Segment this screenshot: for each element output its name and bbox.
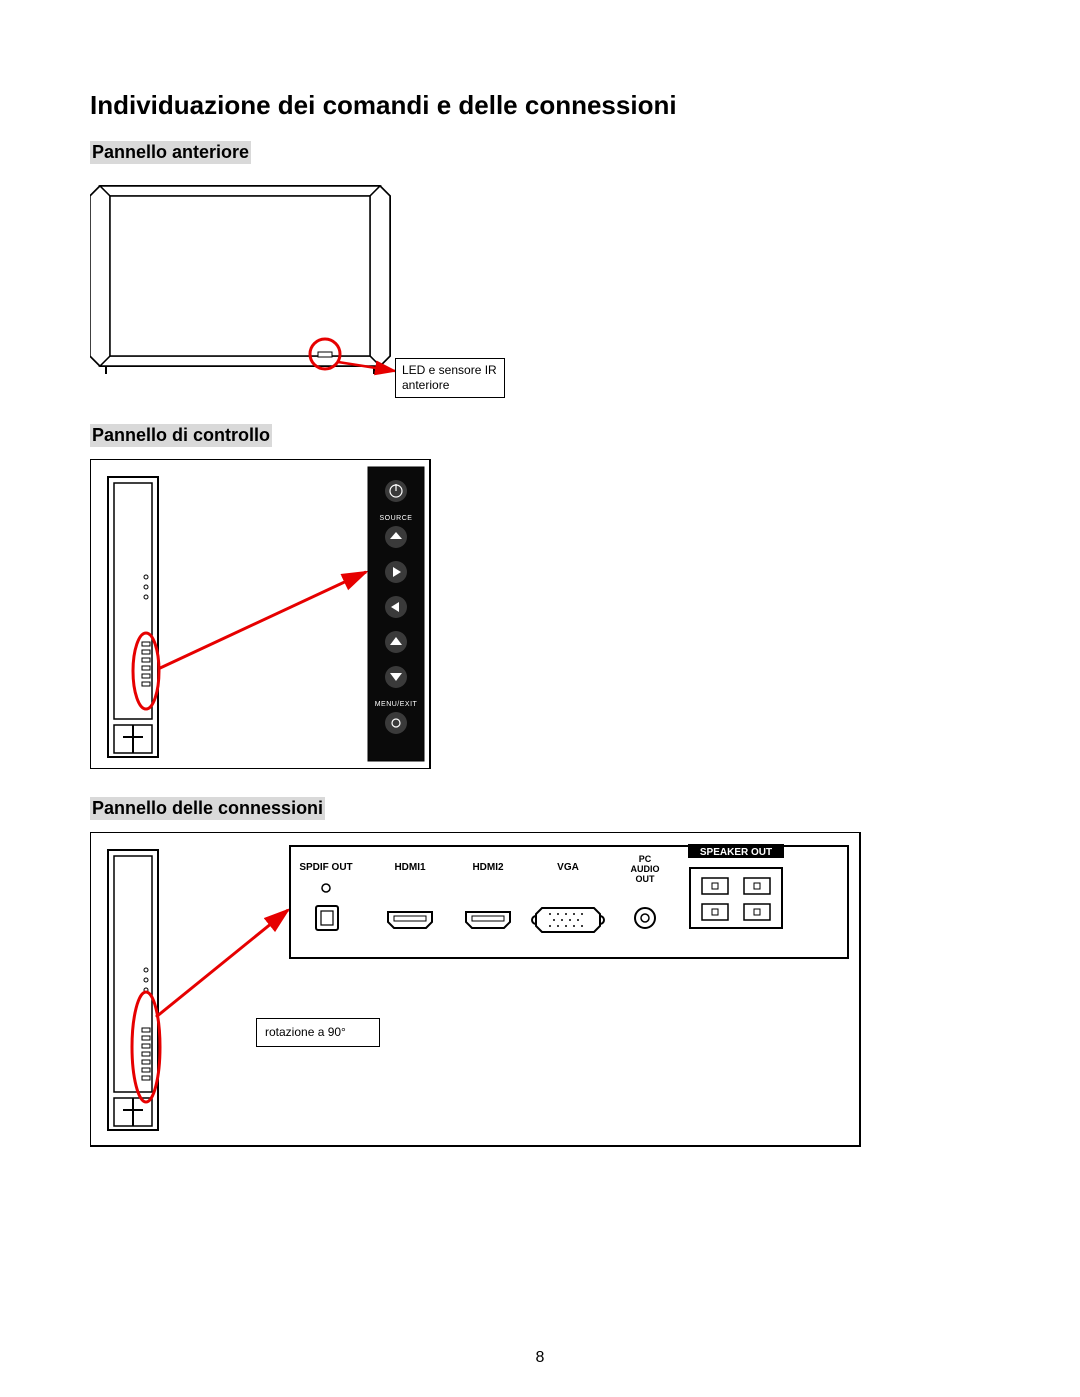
note-rotation-text: rotazione a 90° (265, 1025, 346, 1039)
section-control-panel: Pannello di controllo (90, 424, 990, 769)
port-spdif-label: SPDIF OUT (299, 862, 352, 873)
section-front-panel: Pannello anteriore (90, 141, 990, 396)
page-title: Individuazione dei comandi e delle conne… (90, 90, 990, 121)
btn-menu-label: MENU/EXIT (375, 701, 418, 708)
port-vga-label: VGA (557, 862, 579, 873)
section-connections: Pannello delle connessioni (90, 797, 990, 1152)
heading-front: Pannello anteriore (90, 141, 251, 164)
heading-control: Pannello di controllo (90, 424, 272, 447)
callout-led: LED e sensore IR anteriore (395, 358, 505, 398)
port-speaker-label: SPEAKER OUT (700, 847, 772, 858)
note-rotation: rotazione a 90° (256, 1018, 380, 1047)
front-panel-diagram (90, 176, 590, 396)
svg-text:AUDIO: AUDIO (631, 864, 660, 874)
btn-source-label: SOURCE (380, 515, 413, 522)
port-pcaudio-label-1: PC (639, 854, 652, 864)
control-panel-diagram: SOURCE MENU/EXIT (90, 459, 530, 769)
page-number: 8 (536, 1349, 545, 1367)
heading-connections: Pannello delle connessioni (90, 797, 325, 820)
svg-text:OUT: OUT (636, 874, 656, 884)
callout-led-text: LED e sensore IR anteriore (402, 363, 497, 392)
port-hdmi1-label: HDMI1 (394, 862, 426, 873)
port-hdmi2-label: HDMI2 (472, 862, 504, 873)
connections-diagram: SPDIF OUT HDMI1 HDMI2 VGA PC AUDIO OUT S… (90, 832, 890, 1152)
